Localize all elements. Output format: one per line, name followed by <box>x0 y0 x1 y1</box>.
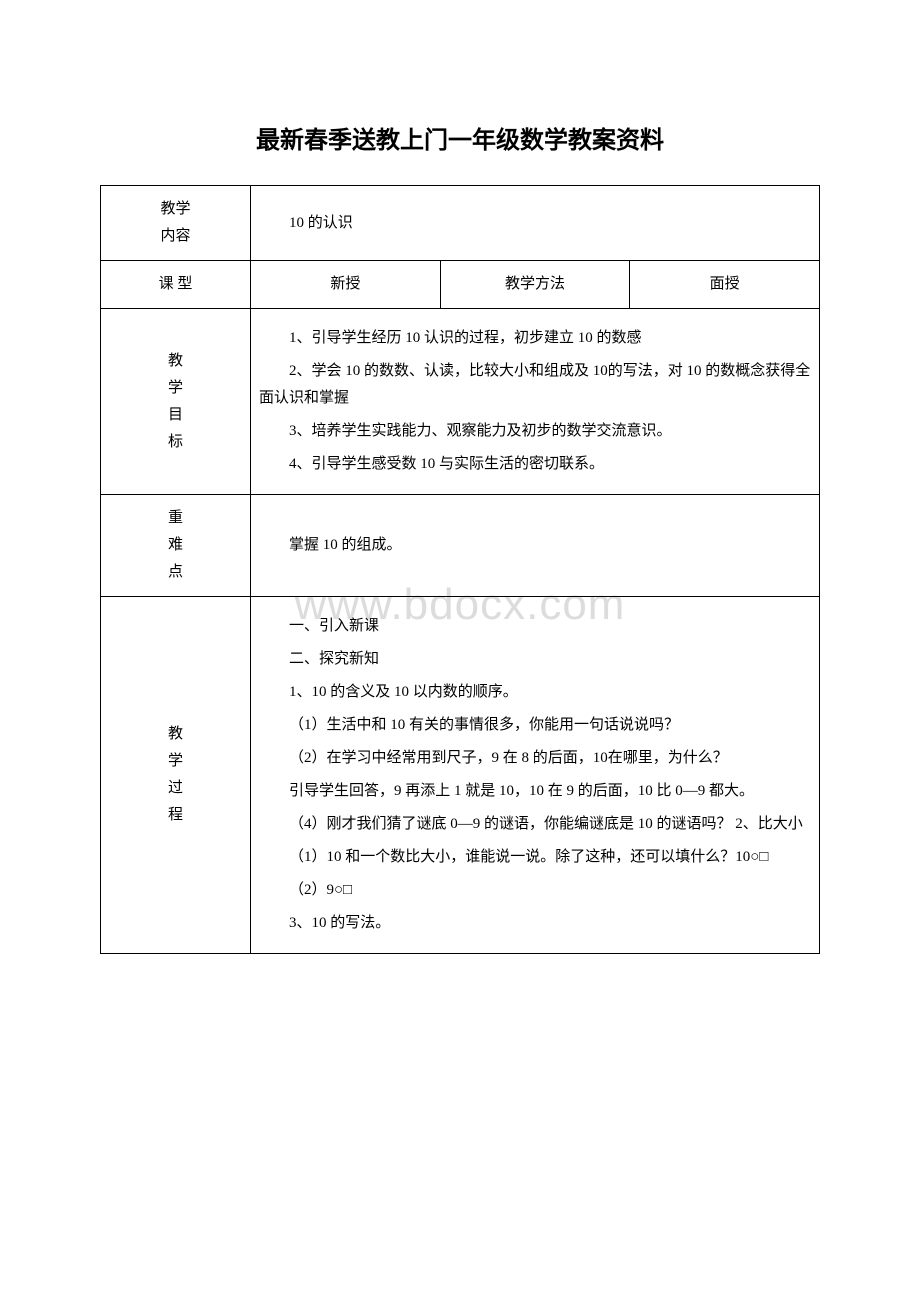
content-text: 二、探究新知 <box>259 646 811 673</box>
content-text: 1、引导学生经历 10 认识的过程，初步建立 10 的数感 <box>259 325 811 352</box>
label-text: 重难点 <box>168 510 183 580</box>
lesson-table: 教学内容 10 的认识 课 型 新授 教学方法 面授 教学目标 1、引导学生经历… <box>100 185 820 954</box>
table-row: 重难点 掌握 10 的组成。 <box>101 495 820 597</box>
table-row: 课 型 新授 教学方法 面授 <box>101 261 820 309</box>
row-label-objectives: 教学目标 <box>101 309 251 495</box>
content-text: （2）在学习中经常用到尺子，9 在 8 的后面，10在哪里，为什么？ <box>259 745 811 772</box>
row-label-key-points: 重难点 <box>101 495 251 597</box>
label-text: 教学内容 <box>160 201 190 244</box>
content-text: （4）刚才我们猜了谜底 0—9 的谜语，你能编谜底是 10 的谜语吗？ 2、比大… <box>259 811 811 838</box>
process-content: 一、引入新课 二、探究新知 1、10 的含义及 10 以内数的顺序。 （1）生活… <box>251 597 820 954</box>
content-text: 10 的认识 <box>259 210 811 237</box>
content-text: 掌握 10 的组成。 <box>259 532 811 559</box>
content-text: 4、引导学生感受数 10 与实际生活的密切联系。 <box>259 451 811 478</box>
document-title: 最新春季送教上门一年级数学教案资料 <box>100 120 820 155</box>
content-text: 2、学会 10 的数数、认读，比较大小和组成及 10的写法，对 10 的数概念获… <box>259 358 811 412</box>
content-text: 一、引入新课 <box>259 613 811 640</box>
content-text: （2）9○□ <box>259 877 811 904</box>
content-text: 1、10 的含义及 10 以内数的顺序。 <box>259 679 811 706</box>
content-text: （1）10 和一个数比大小，谁能说一说。除了这种，还可以填什么？10○□ <box>259 844 811 871</box>
teaching-method-value: 面授 <box>630 261 820 309</box>
teaching-content-value: 10 的认识 <box>251 186 820 261</box>
content-text: 3、培养学生实践能力、观察能力及初步的数学交流意识。 <box>259 418 811 445</box>
table-row: 教学过程 一、引入新课 二、探究新知 1、10 的含义及 10 以内数的顺序。 … <box>101 597 820 954</box>
row-label-class-type: 课 型 <box>101 261 251 309</box>
table-row: 教学内容 10 的认识 <box>101 186 820 261</box>
table-row: 教学目标 1、引导学生经历 10 认识的过程，初步建立 10 的数感 2、学会 … <box>101 309 820 495</box>
label-text: 教学过程 <box>168 726 183 823</box>
content-text: 3、10 的写法。 <box>259 910 811 937</box>
content-text: 引导学生回答，9 再添上 1 就是 10，10 在 9 的后面，10 比 0—9… <box>259 778 811 805</box>
teaching-method-label: 教学方法 <box>440 261 630 309</box>
label-text: 教学目标 <box>168 353 183 450</box>
lesson-table-wrapper: 教学内容 10 的认识 课 型 新授 教学方法 面授 教学目标 1、引导学生经历… <box>100 185 820 954</box>
row-label-process: 教学过程 <box>101 597 251 954</box>
objectives-content: 1、引导学生经历 10 认识的过程，初步建立 10 的数感 2、学会 10 的数… <box>251 309 820 495</box>
key-points-content: 掌握 10 的组成。 <box>251 495 820 597</box>
class-type-value: 新授 <box>251 261 441 309</box>
content-text: （1）生活中和 10 有关的事情很多，你能用一句话说说吗？ <box>259 712 811 739</box>
row-label-teaching-content: 教学内容 <box>101 186 251 261</box>
